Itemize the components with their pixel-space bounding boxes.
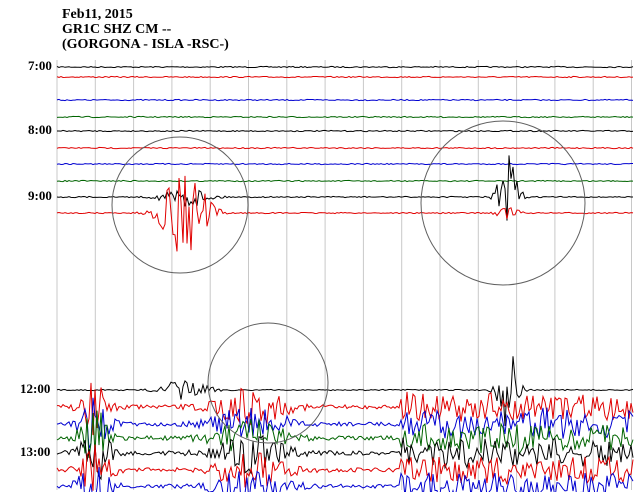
hour-tick-label: 9:00: [28, 188, 52, 203]
seismic-trace: [56, 65, 634, 69]
seismic-trace: [56, 179, 634, 183]
event-circles: [111, 120, 586, 444]
seismic-trace: [56, 397, 634, 449]
seismic-trace: [56, 175, 634, 252]
event-circle: [207, 322, 329, 444]
hour-tick-label: 7:00: [28, 58, 52, 73]
seismic-trace: [56, 467, 634, 492]
event-circle: [111, 136, 249, 274]
event-circle: [420, 120, 586, 286]
seismic-trace: [57, 129, 634, 133]
seismic-trace: [56, 115, 634, 119]
hour-tick-label: 13:00: [20, 444, 51, 459]
seismic-trace: [56, 155, 633, 221]
chart-location: (GORGONA - ISLA -RSC-): [62, 37, 229, 52]
chart-header: Feb11, 2015 GR1C SHZ CM -- (GORGONA - IS…: [62, 7, 229, 52]
seismic-trace: [56, 98, 634, 102]
seismic-trace: [57, 382, 634, 436]
seismic-trace: [56, 162, 633, 166]
hour-tick-label: 12:00: [20, 381, 51, 396]
seismic-trace: [56, 146, 634, 150]
chart-station: GR1C SHZ CM --: [62, 22, 172, 37]
seismic-trace: [56, 75, 634, 79]
minute-gridlines: [56, 60, 632, 490]
seismic-trace: [56, 444, 634, 491]
chart-date: Feb11, 2015: [62, 7, 133, 22]
hour-tick-label: 8:00: [28, 122, 52, 137]
seismic-trace: [56, 356, 634, 427]
seismic-trace: [56, 434, 634, 481]
seismic-trace: [56, 410, 634, 459]
seismic-traces: [56, 65, 634, 492]
